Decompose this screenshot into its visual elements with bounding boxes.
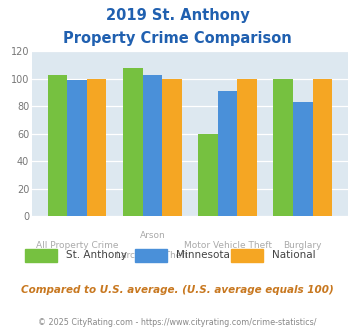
Text: Larceny & Theft: Larceny & Theft xyxy=(116,251,189,260)
Text: All Property Crime: All Property Crime xyxy=(36,241,118,250)
Text: © 2025 CityRating.com - https://www.cityrating.com/crime-statistics/: © 2025 CityRating.com - https://www.city… xyxy=(38,318,317,327)
Bar xyxy=(237,79,257,216)
Text: 2019 St. Anthony: 2019 St. Anthony xyxy=(106,8,249,23)
Text: St. Anthony: St. Anthony xyxy=(66,250,127,260)
Bar xyxy=(162,79,182,216)
Bar xyxy=(218,91,237,216)
Bar xyxy=(123,68,142,216)
Bar xyxy=(293,102,312,216)
Text: Burglary: Burglary xyxy=(284,241,322,250)
Bar xyxy=(67,80,87,216)
Text: National: National xyxy=(272,250,315,260)
Text: Motor Vehicle Theft: Motor Vehicle Theft xyxy=(184,241,272,250)
Text: Minnesota: Minnesota xyxy=(176,250,230,260)
Bar xyxy=(142,75,162,216)
Bar xyxy=(48,75,67,216)
Bar xyxy=(312,79,332,216)
Text: Compared to U.S. average. (U.S. average equals 100): Compared to U.S. average. (U.S. average … xyxy=(21,285,334,295)
Bar xyxy=(273,79,293,216)
Text: Arson: Arson xyxy=(140,231,165,240)
Text: Property Crime Comparison: Property Crime Comparison xyxy=(63,31,292,46)
Bar xyxy=(87,79,106,216)
Bar xyxy=(198,134,218,216)
